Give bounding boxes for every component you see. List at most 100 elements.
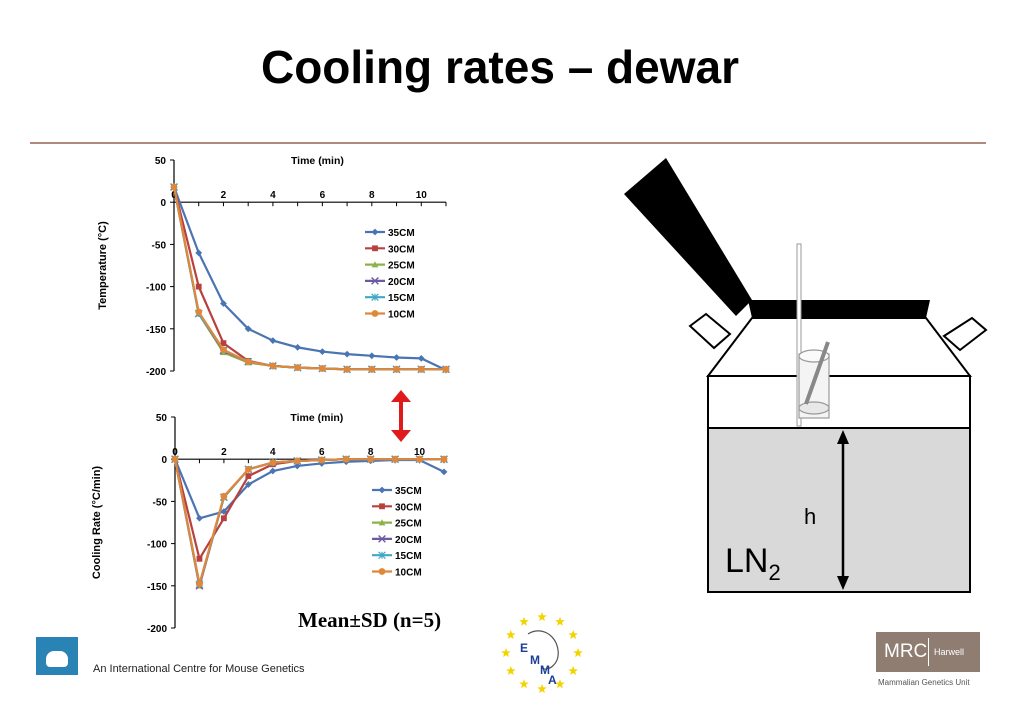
emma-letter: M	[530, 653, 540, 667]
legend-label: 25CM	[395, 519, 422, 530]
x-tick-label: 8	[368, 447, 374, 458]
legend-marker-10CM	[378, 568, 386, 575]
emma-star-icon	[506, 630, 516, 639]
legend-label: 35CM	[388, 228, 415, 239]
legend-marker-30CM	[379, 503, 385, 510]
data-point-30CM	[221, 515, 227, 522]
data-point-10CM	[318, 456, 326, 464]
data-point-35CM	[417, 354, 425, 362]
legend-marker-20CM	[378, 535, 386, 543]
series-10CM	[170, 183, 450, 373]
data-point-10CM	[417, 365, 425, 373]
data-point-35CM	[343, 350, 351, 358]
y-axis-label: Temperature (°C)	[97, 221, 109, 310]
height-arrow-up-icon	[837, 430, 849, 444]
legend-item-30CM: 30CM	[372, 502, 422, 513]
legend-label: 35CM	[395, 486, 422, 497]
y-tick-label: 50	[156, 413, 168, 424]
mean-sd-caption: Mean±SD (n=5)	[298, 608, 442, 632]
data-point-35CM	[269, 337, 277, 345]
legend-item-15CM: 15CM	[372, 551, 422, 562]
data-point-35CM	[294, 343, 302, 351]
emma-star-icon	[555, 616, 565, 626]
data-point-10CM	[196, 580, 203, 588]
title-divider	[30, 142, 986, 144]
data-point-35CM	[293, 462, 301, 470]
x-tick-label: 4	[270, 190, 276, 201]
legend-marker-20CM	[371, 277, 379, 285]
legend-item-30CM: 30CM	[365, 244, 415, 255]
legend-label: 30CM	[388, 244, 415, 255]
data-point-10CM	[442, 365, 450, 373]
data-point-30CM	[245, 473, 252, 479]
data-point-10CM	[170, 183, 178, 191]
emma-star-icon	[568, 630, 578, 639]
legend-marker-30CM	[372, 245, 378, 252]
legend-item-10CM: 10CM	[372, 568, 422, 579]
legend-item-25CM: 25CM	[365, 261, 415, 272]
data-point-35CM	[244, 325, 252, 333]
data-point-35CM	[269, 467, 277, 475]
legend-marker-35CM	[378, 486, 386, 494]
legend-marker-10CM	[371, 310, 379, 317]
y-tick-label: 50	[155, 156, 167, 167]
emma-star-icon	[555, 679, 565, 689]
legend-label: 15CM	[395, 551, 422, 562]
dewar-handle-left	[688, 312, 732, 350]
data-point-35CM	[440, 468, 448, 476]
data-point-10CM	[195, 308, 203, 316]
x-tick-label: 0	[171, 190, 177, 201]
series-line-10CM	[172, 186, 446, 371]
legend-label: 20CM	[395, 535, 422, 546]
legend-label: 10CM	[388, 310, 415, 321]
x-tick-label: 2	[221, 447, 227, 458]
x-tick-label: 10	[414, 447, 426, 458]
data-point-10CM	[343, 365, 351, 373]
data-point-10CM	[220, 346, 227, 354]
data-point-10CM	[393, 365, 400, 373]
y-tick-label: -150	[147, 582, 167, 593]
legend-marker-15CM	[371, 293, 379, 302]
legend-item-25CM: 25CM	[372, 519, 422, 530]
emma-letter: E	[520, 641, 528, 655]
legend-marker-25CM	[371, 261, 379, 268]
y-tick-label: 0	[160, 198, 166, 209]
data-point-10CM	[391, 455, 399, 463]
series-line-10CM	[173, 458, 444, 585]
mrc-subtitle: Mammalian Genetics Unit	[878, 678, 970, 687]
temperature-chart: 50 0 -50 -100 -150 -200 0 2 4 6 8 10 Time (min) Tempe…	[97, 155, 450, 378]
emma-mouse-icon	[527, 630, 559, 670]
legend-item-15CM: 15CM	[365, 293, 415, 304]
liquid-nitrogen	[707, 427, 971, 593]
legend-marker-35CM	[371, 228, 379, 236]
data-point-35CM	[196, 514, 203, 522]
data-point-10CM	[367, 455, 375, 463]
footer-text: An International Centre for Mouse Geneti…	[93, 663, 305, 675]
series-10CM	[171, 455, 448, 588]
legend-label: 25CM	[388, 261, 415, 272]
emma-star-icon	[506, 666, 516, 675]
data-point-10CM	[269, 459, 277, 466]
data-point-10CM	[342, 455, 350, 463]
legend-item-35CM: 35CM	[372, 486, 422, 497]
x-tick-label: 6	[320, 190, 326, 201]
x-tick-label: 6	[319, 447, 325, 458]
y-tick-label: 0	[161, 455, 167, 466]
data-point-10CM	[244, 465, 252, 473]
legend-item-20CM: 20CM	[365, 277, 415, 288]
probe-rod	[796, 243, 802, 427]
emma-star-icon	[573, 648, 583, 657]
data-point-30CM	[220, 340, 227, 347]
x-tick-label: 10	[416, 190, 428, 201]
dewar-diagram: h LN2	[624, 158, 988, 593]
legend-label: 20CM	[388, 277, 415, 288]
y-tick-label: -200	[147, 624, 167, 635]
data-point-35CM	[195, 249, 203, 257]
height-label: h	[804, 504, 816, 529]
legend-marker-25CM	[378, 519, 386, 526]
data-point-35CM	[368, 352, 376, 360]
legend-item-20CM: 20CM	[372, 535, 422, 546]
emma-star-icon	[568, 666, 578, 675]
legend-item-10CM: 10CM	[365, 310, 415, 321]
emma-letter: A	[548, 673, 557, 687]
